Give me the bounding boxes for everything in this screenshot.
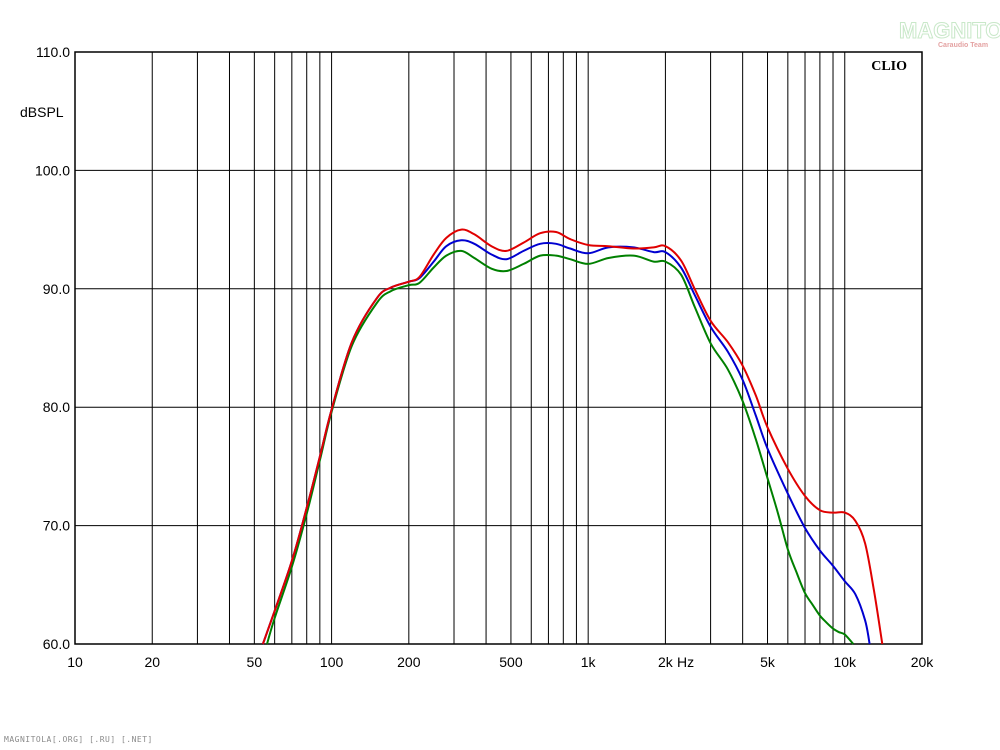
plot-frame [74,51,923,645]
x-axis-unit-label: Hz [677,654,694,670]
x-tick-label: 1k [581,654,597,670]
y-tick-label: 70.0 [43,518,70,534]
watermark-title: MAGNITOLA [899,18,1000,43]
x-tick-label: 5k [760,654,776,670]
y-tick-labels: 110.0 100.0 90.0 80.0 70.0 60.0 [35,44,70,652]
x-tick-label: 10k [833,654,857,670]
response-curve-green [266,249,855,645]
x-tick-label: 20k [911,654,935,670]
watermark-subtitle: Caraudio Team [938,42,988,49]
clio-brand-label: CLIO [871,59,907,74]
y-tick-label: 110.0 [36,44,70,60]
x-tick-labels: 10 20 50 100 200 500 1k 2k 5k 10k 20k [67,654,934,670]
x-tick-label: 50 [247,654,263,670]
x-tick-label: 20 [144,654,160,670]
series-layer [261,228,884,645]
x-tick-label: 10 [67,654,83,670]
response-curve-red [261,228,884,645]
x-tick-label: 100 [320,654,344,670]
x-tick-label: 500 [499,654,523,670]
y-tick-label: 60.0 [43,636,70,652]
y-tick-label: 90.0 [43,281,70,297]
x-tick-label: 200 [397,654,421,670]
watermark-logo: MAGNITOLA Caraudio Team [899,18,1000,50]
y-tick-label: 100.0 [35,162,70,178]
response-curve-blue [261,239,871,645]
x-tick-label: 2k [658,654,674,670]
y-axis-label: dBSPL [20,104,64,120]
footer-watermark: MAGNITOLA[.ORG] [.RU] [.NET] [4,735,153,744]
y-tick-label: 80.0 [43,399,70,415]
grid-lines [75,52,922,644]
